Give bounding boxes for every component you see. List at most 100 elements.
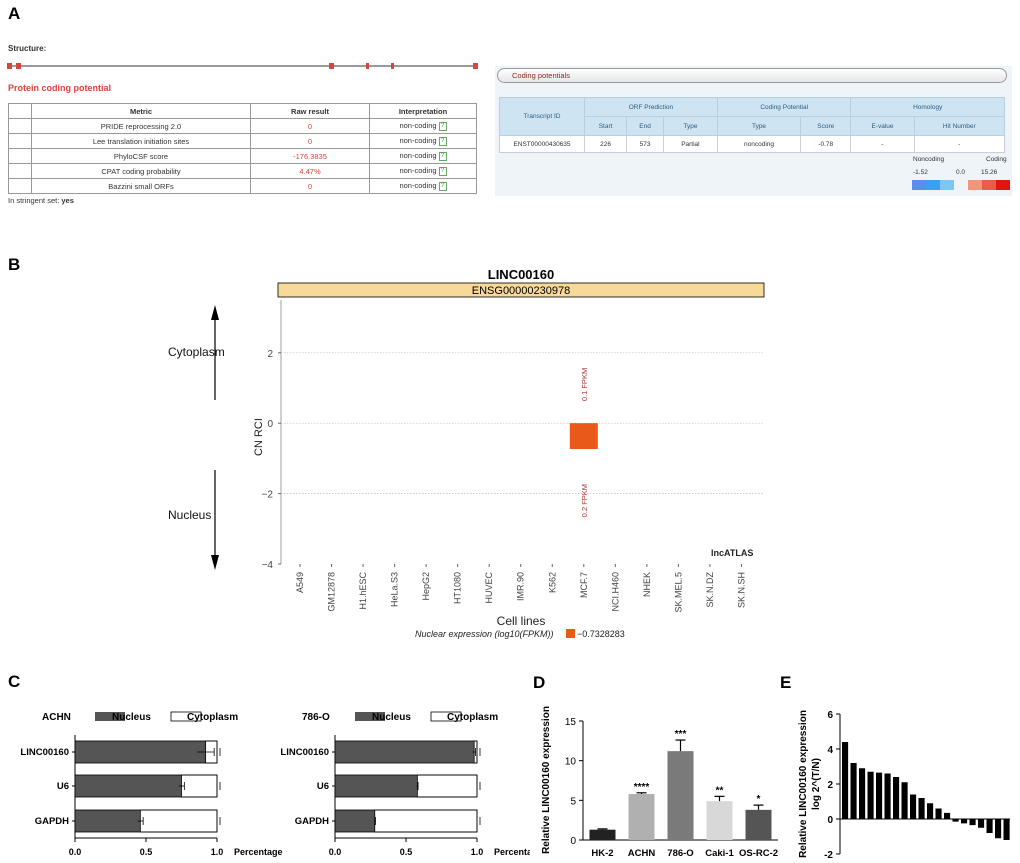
bar-sample (978, 819, 985, 828)
bar-sample (969, 819, 976, 826)
cp-sub-header: Type (662, 116, 718, 136)
legend-swatch (968, 180, 982, 190)
interp-cell: non-coding (399, 121, 437, 131)
category-label: GAPDH (295, 816, 329, 827)
coding-potentials-title[interactable]: Coding potentials (497, 68, 1007, 83)
cp-cell: ENST00000430635 (499, 135, 585, 153)
x-axis-label: Percentage (234, 847, 283, 857)
bar-nucleus (75, 775, 182, 797)
x-tick-label: 1.0 (471, 847, 484, 857)
x-tick-label: 1.0 (211, 847, 224, 857)
category-label: U6 (317, 781, 329, 792)
exon (391, 63, 394, 69)
x-tick-label: H1.hESC (358, 572, 368, 610)
cp-sub-header: Start (583, 116, 628, 136)
metric-cell: PhyloCSF score (31, 148, 251, 164)
bar-sample (859, 768, 866, 819)
x-tick-label: 0.5 (400, 847, 413, 857)
x-tick-label: HUVEC (484, 572, 494, 604)
legend-swatch (982, 180, 996, 190)
chart-title: ACHN (42, 712, 71, 723)
watermark: lncATLAS (711, 548, 753, 558)
bar-cytoplasm (374, 809, 478, 833)
x-axis-label: Cell lines (497, 614, 546, 628)
bar-nucleus (335, 775, 418, 797)
bar-sample (961, 819, 968, 824)
panel-d-chart: Relative LINC00160 expression 0 5 10 15 HK-2 *… (541, 706, 778, 859)
y-axis-label: Relative LINC00160 expression (541, 706, 552, 854)
exon (329, 63, 334, 69)
help-icon[interactable]: ? (438, 121, 447, 131)
chart-subtitle-box (277, 282, 765, 298)
bar-786-O (667, 751, 694, 840)
category-label: LINC00160 (20, 747, 69, 758)
bar-nucleus (335, 741, 475, 763)
bar-sample (944, 812, 951, 819)
metric-cell: Lee translation initiation sites (31, 133, 251, 149)
y-tick-label: −2 (262, 490, 274, 501)
bar-ACHN (628, 793, 655, 840)
table-row: CPAT coding probability 4.47% non-coding… (8, 163, 477, 179)
cp-header-transcript: Transcript ID (499, 97, 585, 136)
bar-cytoplasm (416, 774, 478, 798)
x-tick-label: MCF.7 (579, 572, 589, 598)
legend-label: Nucleus (112, 712, 151, 723)
bar-nucleus (335, 810, 375, 832)
panel-label-e: E (780, 673, 792, 692)
x-tick-label: NCI.H460 (610, 572, 620, 612)
x-tick-label: HepG2 (421, 572, 431, 601)
raw-cell: 4.47% (250, 163, 370, 179)
x-tick-label: SK.MEL.5 (673, 572, 683, 613)
significance-label: *** (675, 729, 687, 740)
legend-swatch (996, 180, 1010, 190)
chart-subtitle: ENSG00000230978 (472, 285, 570, 297)
x-tick-label: 0.0 (329, 847, 342, 857)
y-tick-label: 4 (827, 745, 833, 756)
table-row: Lee translation initiation sites 0 non-c… (8, 133, 477, 149)
legend-swatch (926, 180, 940, 190)
bar-sample (995, 819, 1002, 839)
panel-b-chart: LINC00160 ENSG00000230978 Cytoplasm Nucl… (168, 267, 765, 639)
x-tick-label: 0.5 (140, 847, 153, 857)
bar-nucleus (75, 741, 206, 763)
legend-swatch-nucleus (355, 712, 385, 721)
help-icon[interactable]: ? (438, 166, 447, 176)
legend-red-scale (968, 180, 1010, 190)
x-tick-label: OS-RC-2 (739, 848, 778, 859)
bar-sample (884, 773, 891, 819)
y-tick-label: 10 (565, 757, 577, 768)
legend-blue-scale (912, 180, 954, 190)
bar-sample (927, 803, 934, 819)
interp-cell: non-coding (399, 166, 437, 176)
help-icon[interactable]: ? (438, 151, 447, 161)
y-axis-label-2: log 2^(T/N) (811, 758, 822, 810)
bar-sample (986, 819, 993, 833)
cp-cell: - (913, 135, 1006, 153)
arrowhead-up-icon (211, 305, 219, 320)
raw-cell: 0 (250, 178, 370, 194)
table-header-metric: Metric (31, 103, 251, 119)
significance-label: ** (716, 785, 724, 796)
legend-swatch-cytoplasm (430, 711, 462, 722)
bar-sample (952, 819, 959, 822)
significance-label: **** (634, 782, 650, 793)
help-icon[interactable]: ? (438, 181, 447, 191)
category-label: LINC00160 (280, 747, 329, 758)
x-tick-label: HeLa.S3 (390, 572, 400, 607)
y-tick-label: 6 (827, 710, 833, 721)
interp-cell: non-coding (399, 136, 437, 146)
coding-potentials-table: Transcript ID ORF Prediction Coding Pote… (499, 97, 1006, 153)
bar-sample (901, 782, 908, 819)
cp-cell: 226 (583, 135, 628, 153)
cp-header-orf: ORF Prediction (584, 97, 718, 117)
panel-e-chart: Relative LINC00160 expression log 2^(T/N)… (798, 710, 1010, 861)
legend-mid: 0.0 (956, 169, 966, 176)
y-tick-label: 2 (267, 349, 273, 360)
legend-swatch-nucleus (95, 712, 125, 721)
y-tick-label: 0 (570, 836, 576, 847)
x-axis-label: Percentage (494, 847, 530, 857)
table-row: PhyloCSF score -176.3835 non-coding? (8, 148, 477, 164)
x-tick-label: IMR.90 (516, 572, 526, 601)
panel-label-a: A (8, 4, 21, 23)
help-icon[interactable]: ? (438, 136, 447, 146)
